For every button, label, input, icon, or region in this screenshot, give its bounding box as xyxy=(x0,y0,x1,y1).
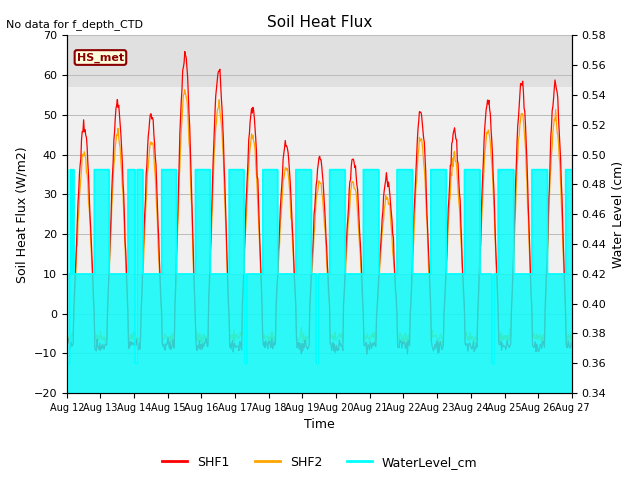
Y-axis label: Water Level (cm): Water Level (cm) xyxy=(612,161,625,268)
Text: HS_met: HS_met xyxy=(77,52,124,63)
Y-axis label: Soil Heat Flux (W/m2): Soil Heat Flux (W/m2) xyxy=(15,146,28,283)
Text: No data for f_depth_CTD: No data for f_depth_CTD xyxy=(6,19,143,30)
Bar xyxy=(67,87,572,274)
Legend: SHF1, SHF2, WaterLevel_cm: SHF1, SHF2, WaterLevel_cm xyxy=(157,451,483,474)
Title: Soil Heat Flux: Soil Heat Flux xyxy=(267,15,372,30)
X-axis label: Time: Time xyxy=(304,419,335,432)
